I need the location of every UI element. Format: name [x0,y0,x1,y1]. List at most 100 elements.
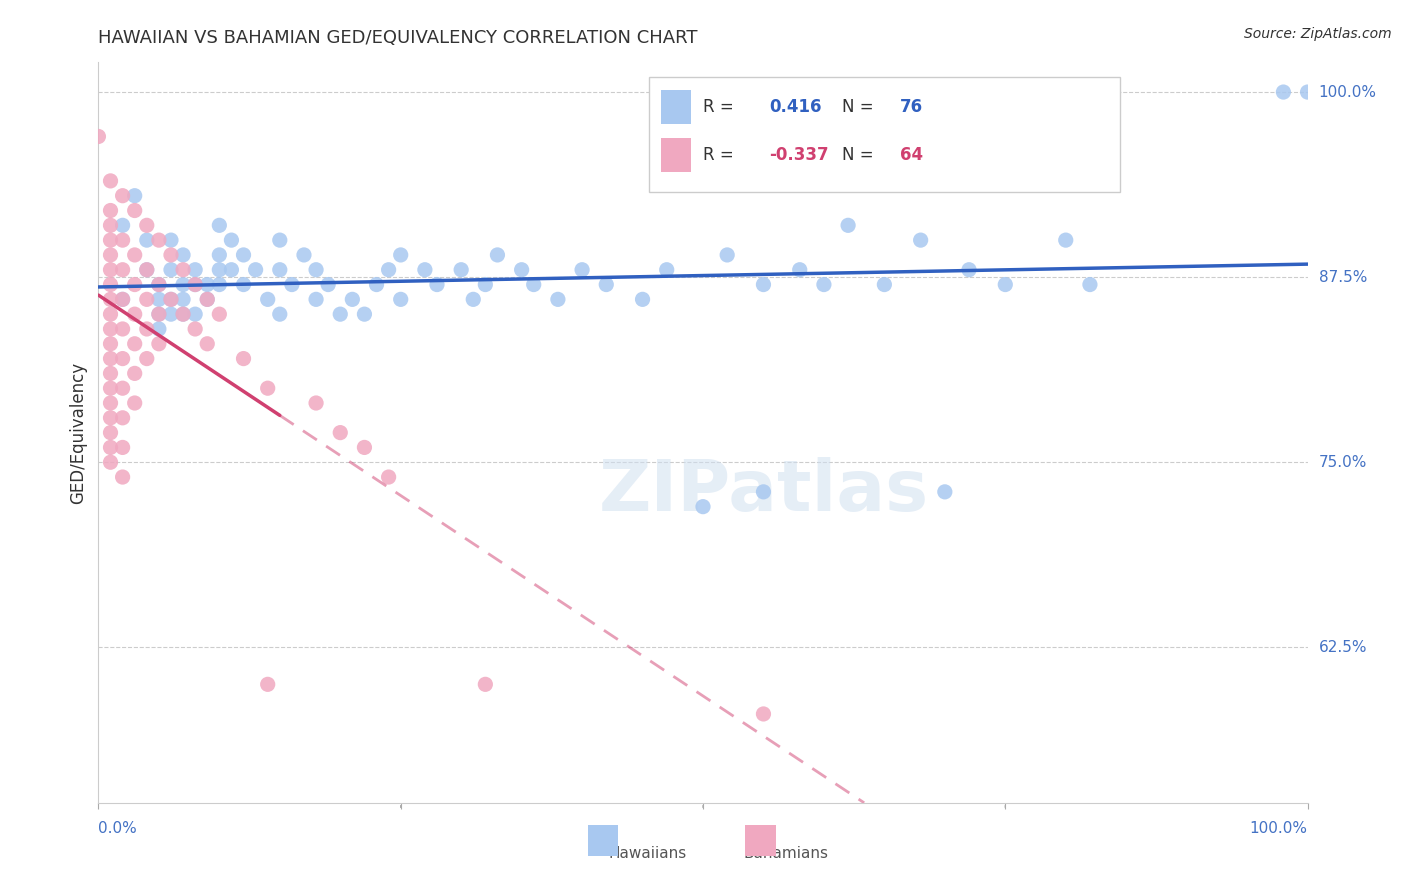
Point [124,188,146,202]
Point [389,293,412,307]
Point [813,277,835,292]
Point [172,248,194,262]
Point [172,307,194,321]
Point [184,277,207,292]
Point [100,233,122,247]
Point [111,188,134,202]
FancyBboxPatch shape [588,825,619,856]
Text: N =: N = [842,98,879,116]
Point [692,500,714,514]
Point [208,219,231,233]
Point [148,233,170,247]
Point [1078,277,1101,292]
Point [148,307,170,321]
Point [100,174,122,188]
Point [111,293,134,307]
Point [994,277,1017,292]
Text: Source: ZipAtlas.com: Source: ZipAtlas.com [1244,27,1392,41]
Text: R =: R = [703,98,740,116]
FancyBboxPatch shape [661,90,690,123]
Point [111,381,134,395]
Point [486,248,509,262]
Point [184,307,207,321]
Point [100,336,122,351]
Point [111,410,134,425]
Point [135,262,157,277]
Point [111,322,134,336]
Point [160,248,183,262]
Point [934,484,956,499]
Point [148,307,170,321]
Point [377,262,399,277]
Point [124,277,146,292]
Point [111,233,134,247]
Point [148,322,170,336]
FancyBboxPatch shape [745,825,776,856]
Point [208,277,231,292]
Point [256,381,278,395]
Point [655,262,678,277]
Point [595,277,617,292]
Point [135,293,157,307]
Text: R =: R = [703,146,740,164]
Point [789,262,811,277]
Point [232,277,254,292]
Point [100,381,122,395]
Point [873,277,896,292]
Text: 87.5%: 87.5% [1319,269,1367,285]
Text: 76: 76 [900,98,924,116]
Text: 0.416: 0.416 [769,98,823,116]
Point [111,470,134,484]
Point [135,262,157,277]
Point [148,336,170,351]
Point [221,233,243,247]
Point [148,277,170,292]
Point [124,367,146,381]
Point [100,203,122,218]
Point [329,307,352,321]
Point [463,293,485,307]
Point [837,219,859,233]
Point [366,277,388,292]
Point [353,307,375,321]
Y-axis label: GED/Equivalency: GED/Equivalency [69,361,87,504]
Point [195,336,218,351]
Text: Hawaiians: Hawaiians [609,847,686,862]
Point [377,470,399,484]
Point [100,351,122,366]
Point [752,706,775,721]
Point [269,233,291,247]
Point [752,484,775,499]
Point [100,219,122,233]
Point [269,307,291,321]
Point [100,425,122,440]
Point [124,248,146,262]
Point [329,425,352,440]
Point [111,219,134,233]
Point [100,367,122,381]
Point [510,262,533,277]
Point [305,396,328,410]
Point [474,277,496,292]
Point [752,277,775,292]
Point [281,277,304,292]
Point [305,262,328,277]
Point [305,293,328,307]
Text: ZIPatlas: ZIPatlas [599,458,928,526]
Point [353,441,375,455]
Point [124,396,146,410]
Point [111,351,134,366]
Point [172,307,194,321]
Point [172,293,194,307]
Point [135,351,157,366]
Point [100,322,122,336]
Point [124,203,146,218]
Point [100,410,122,425]
Point [426,277,449,292]
Point [184,322,207,336]
Text: Bahamians: Bahamians [744,847,828,862]
Text: 75.0%: 75.0% [1319,455,1367,470]
Point [100,248,122,262]
Point [195,293,218,307]
Point [172,277,194,292]
